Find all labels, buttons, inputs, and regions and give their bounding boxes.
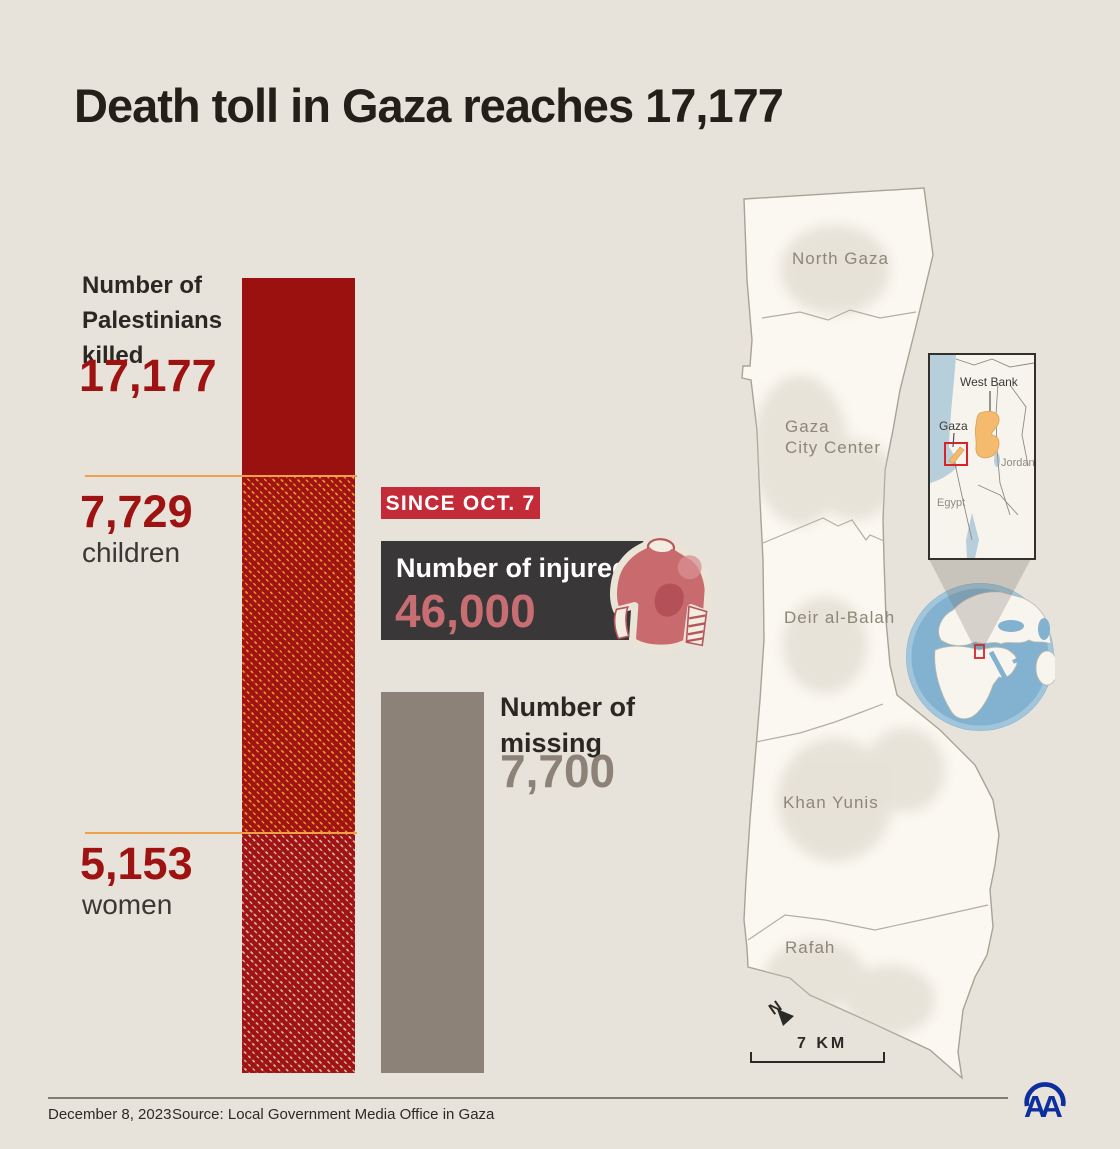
killed-value: 17,177 bbox=[79, 350, 217, 401]
inset-label-gaza: Gaza bbox=[939, 419, 968, 433]
women-value: 5,153 bbox=[80, 838, 193, 889]
globe-gaza-marker bbox=[974, 644, 985, 659]
map-label-rafah: Rafah bbox=[785, 938, 836, 957]
map-label-khan-yunis: Khan Yunis bbox=[783, 793, 879, 812]
north-compass-icon: N bbox=[766, 998, 794, 1026]
page-title: Death toll in Gaza reaches 17,177 bbox=[74, 79, 784, 132]
inset-label-west-bank: West Bank bbox=[960, 375, 1018, 389]
bar-segment-children bbox=[242, 476, 355, 833]
injured-shirt-icon bbox=[610, 535, 712, 652]
inset-label-egypt: Egypt bbox=[937, 497, 966, 509]
bar-divider-women bbox=[85, 832, 357, 834]
locator-inset-map: West Bank Gaza Jordan Egypt bbox=[928, 353, 1036, 560]
children-label: children bbox=[82, 537, 181, 568]
bar-divider-children bbox=[85, 475, 357, 477]
injured-label: Number of injured bbox=[396, 553, 629, 583]
locator-beam bbox=[928, 557, 1032, 649]
logo-monogram: AA bbox=[1024, 1089, 1062, 1120]
footer-source: Source: Local Government Media Office in… bbox=[172, 1106, 495, 1123]
urban-texture bbox=[752, 225, 945, 1035]
governorate-boundaries bbox=[747, 309, 989, 941]
anadolu-agency-logo: AA bbox=[1024, 1082, 1068, 1120]
scale-label: 7 KM bbox=[797, 1035, 848, 1052]
globe-locator-icon bbox=[906, 583, 1055, 731]
women-label: women bbox=[82, 889, 173, 920]
scale-bar bbox=[750, 1052, 885, 1063]
footer-date: December 8, 2023 bbox=[48, 1106, 172, 1123]
missing-value: 7,700 bbox=[500, 745, 616, 797]
missing-label: Number of missing bbox=[500, 692, 635, 758]
killed-label: Number of Palestinians killed bbox=[82, 272, 223, 369]
map-label-deir-al-balah: Deir al-Balah bbox=[784, 608, 896, 627]
bar-segment-women bbox=[242, 833, 355, 1073]
map-label-north-gaza: North Gaza bbox=[792, 249, 889, 268]
since-oct7-badge: SINCE OCT. 7 bbox=[381, 487, 540, 519]
footer-divider bbox=[48, 1097, 1008, 1099]
missing-bar bbox=[381, 692, 484, 1073]
map-label-gaza-city-center: Gaza City Center bbox=[785, 417, 882, 457]
injured-value: 46,000 bbox=[395, 585, 536, 637]
inset-label-jordan: Jordan bbox=[1001, 457, 1035, 469]
bar-segment-total-killed bbox=[242, 278, 355, 476]
children-value: 7,729 bbox=[80, 486, 193, 537]
